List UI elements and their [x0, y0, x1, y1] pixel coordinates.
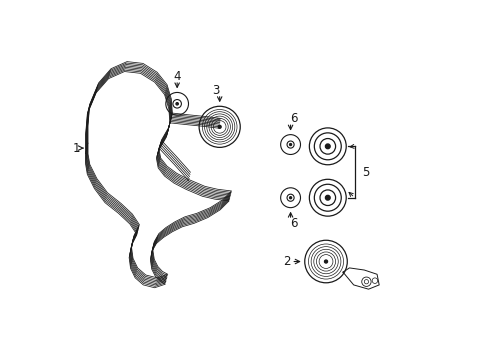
Text: 1: 1: [72, 141, 80, 154]
Circle shape: [289, 144, 291, 145]
Text: 6: 6: [290, 217, 297, 230]
Circle shape: [325, 195, 329, 200]
Circle shape: [325, 144, 329, 149]
Text: 5: 5: [361, 166, 368, 179]
Circle shape: [324, 260, 327, 263]
Circle shape: [176, 103, 178, 105]
Text: 6: 6: [290, 112, 297, 125]
Circle shape: [218, 125, 221, 128]
Text: 4: 4: [173, 70, 181, 83]
Circle shape: [289, 197, 291, 199]
Text: 2: 2: [283, 255, 290, 268]
Text: 3: 3: [212, 84, 220, 97]
